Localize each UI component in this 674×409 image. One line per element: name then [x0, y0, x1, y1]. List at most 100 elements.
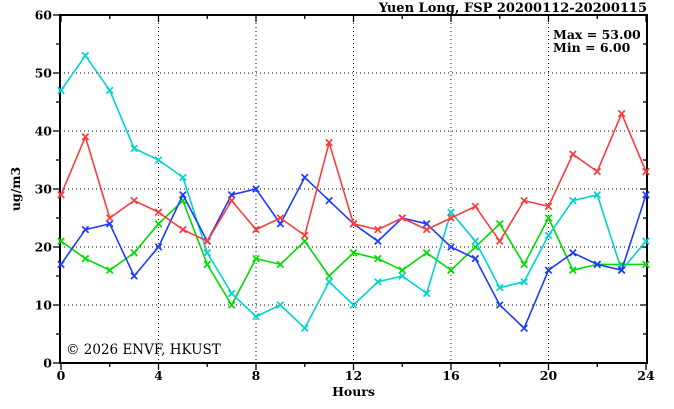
- data-point-marker: [325, 277, 333, 286]
- data-point-marker: [203, 237, 212, 246]
- data-point-marker: [593, 190, 602, 199]
- data-point-marker: [617, 109, 626, 118]
- data-point-marker: [544, 202, 553, 211]
- data-point-marker: [447, 243, 455, 251]
- data-point-marker: [154, 156, 163, 164]
- y-tick-label: 10: [35, 298, 53, 313]
- data-point-marker: [495, 219, 504, 228]
- y-tick-label: 60: [35, 8, 53, 23]
- data-point-marker: [569, 248, 577, 257]
- green-series: [57, 196, 650, 309]
- axis-ticks: [53, 14, 647, 370]
- data-point-marker: [81, 225, 90, 234]
- data-point-marker: [544, 266, 553, 275]
- y-axis-label: ug/m3: [8, 167, 23, 211]
- data-point-marker: [520, 277, 528, 286]
- y-tick-label: 40: [35, 124, 53, 139]
- watermark-text: © 2026 ENVF, HKUST: [66, 342, 221, 358]
- data-point-marker: [447, 208, 455, 217]
- data-point-marker: [300, 231, 309, 240]
- data-point-marker: [300, 173, 309, 182]
- data-point-marker: [569, 150, 577, 159]
- data-point-marker: [642, 260, 650, 269]
- data-point-marker: [544, 231, 553, 240]
- data-point-marker: [276, 214, 285, 222]
- x-tick-label: 8: [252, 368, 261, 383]
- data-point-marker: [422, 219, 431, 228]
- data-point-marker: [544, 214, 553, 222]
- data-point-marker: [81, 132, 90, 141]
- data-point-marker: [349, 219, 358, 228]
- data-point-marker: [227, 289, 236, 298]
- data-point-marker: [349, 248, 358, 257]
- data-point-marker: [227, 190, 236, 199]
- data-point-marker: [374, 237, 382, 246]
- data-point-marker: [81, 254, 90, 263]
- y-tick-label: 0: [43, 356, 52, 371]
- data-point-marker: [203, 248, 212, 257]
- data-point-marker: [593, 260, 602, 269]
- data-point-marker: [276, 219, 285, 228]
- data-point-marker: [398, 214, 407, 222]
- data-point-marker: [617, 266, 626, 275]
- data-point-marker: [154, 219, 163, 228]
- data-point-marker: [130, 248, 138, 257]
- data-point-marker: [569, 196, 577, 205]
- data-point-marker: [154, 208, 163, 217]
- data-point-marker: [276, 301, 285, 309]
- data-point-marker: [642, 167, 650, 176]
- data-point-marker: [57, 260, 65, 269]
- x-tick-label: 20: [540, 368, 558, 383]
- data-point-marker: [520, 260, 528, 269]
- x-tick-label: 0: [57, 368, 66, 383]
- data-point-marker: [349, 301, 358, 309]
- data-point-marker: [227, 196, 236, 205]
- x-tick-label: 16: [442, 368, 460, 383]
- data-point-marker: [105, 86, 114, 95]
- data-point-marker: [300, 237, 309, 246]
- max-annotation: Max = 53.00: [553, 27, 641, 42]
- x-axis-label: Hours: [332, 384, 375, 399]
- min-annotation: Min = 6.00: [553, 40, 631, 55]
- gridlines: [60, 15, 647, 363]
- data-point-marker: [81, 51, 90, 60]
- data-point-marker: [130, 272, 138, 280]
- data-point-marker: [374, 225, 382, 234]
- red-series: [57, 109, 650, 246]
- data-point-marker: [569, 266, 577, 275]
- cyan-series: [57, 51, 650, 333]
- y-tick-label: 20: [35, 240, 53, 255]
- data-point-marker: [130, 144, 138, 153]
- data-point-marker: [495, 283, 504, 292]
- data-point-marker: [398, 272, 407, 280]
- data-point-marker: [422, 289, 431, 298]
- data-point-marker: [105, 266, 114, 275]
- y-tick-label: 30: [35, 182, 53, 197]
- data-point-marker: [179, 173, 187, 182]
- data-point-marker: [495, 237, 504, 246]
- data-point-marker: [57, 237, 65, 246]
- data-point-marker: [325, 196, 333, 205]
- data-point-marker: [105, 214, 114, 222]
- data-point-marker: [520, 324, 528, 333]
- x-tick-label: 12: [345, 368, 362, 383]
- data-point-marker: [252, 312, 260, 321]
- data-point-marker: [300, 324, 309, 333]
- data-point-marker: [179, 225, 187, 234]
- data-point-marker: [57, 86, 65, 95]
- data-point-marker: [374, 254, 382, 263]
- data-point-marker: [325, 138, 333, 147]
- data-point-marker: [642, 237, 650, 246]
- data-point-marker: [422, 225, 431, 234]
- data-point-marker: [105, 219, 114, 228]
- data-point-marker: [203, 260, 212, 269]
- data-point-marker: [179, 190, 187, 199]
- data-point-marker: [471, 237, 480, 246]
- chart-title: Yuen Long, FSP 20200112-20200115: [378, 1, 647, 16]
- data-point-marker: [422, 248, 431, 257]
- data-point-marker: [252, 185, 260, 193]
- data-point-marker: [520, 196, 528, 205]
- data-point-marker: [593, 167, 602, 176]
